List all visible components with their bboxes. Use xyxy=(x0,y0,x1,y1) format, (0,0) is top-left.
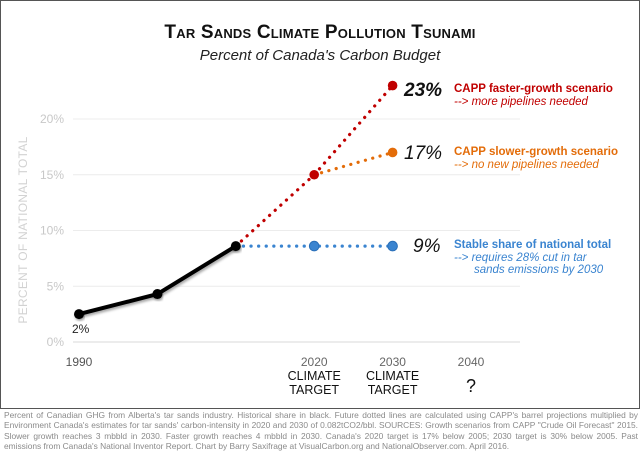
x-axis-ticks: 1990 2020CLIMATETARGET2030CLIMATETARGET20… xyxy=(66,355,485,397)
series-line-capp-slower-growth-scenario xyxy=(312,150,395,177)
x-tick-sublabel: TARGET xyxy=(368,383,418,397)
x-tick-label: 1990 xyxy=(66,355,93,369)
data-point-historical xyxy=(152,289,163,300)
x-tick-sublabel: CLIMATE xyxy=(288,369,341,383)
data-point-capp-faster-growth-scenario xyxy=(309,169,320,180)
scenario-note: sands emissions by 2030 xyxy=(474,264,604,276)
data-point-stable-share-of-national-total xyxy=(308,240,320,252)
series-line-historical xyxy=(77,244,238,317)
x-tick-sublabel: ? xyxy=(466,376,476,396)
series: 2% xyxy=(72,80,398,336)
chart-title: Tar Sands Climate Pollution Tsunami xyxy=(164,22,476,43)
scenario-label: CAPP slower-growth scenario xyxy=(454,146,618,158)
y-axis-ticks: 0% 5% 10% 15% 20% xyxy=(40,112,64,349)
series-line-capp-faster-growth-scenario xyxy=(234,84,395,248)
end-value-label: 23% xyxy=(403,80,442,101)
x-tick-label: 2040 xyxy=(458,355,485,369)
scenario-label: Stable share of national total xyxy=(454,239,611,251)
y-tick-label: 5% xyxy=(47,279,65,293)
x-tick-sublabel: TARGET xyxy=(289,383,339,397)
x-tick-label: 2030 xyxy=(379,355,406,369)
scenario-label: CAPP faster-growth scenario xyxy=(454,83,613,95)
x-tick-label: 2020 xyxy=(301,355,328,369)
y-tick-label: 15% xyxy=(40,168,64,182)
data-point-stable-share-of-national-total xyxy=(387,240,398,252)
data-point-capp-faster-growth-scenario xyxy=(387,80,398,91)
point-label: 2% xyxy=(72,322,90,336)
grid-lines xyxy=(73,118,520,343)
scenario-note: --> no new pipelines needed xyxy=(454,159,599,171)
end-value-label: 17% xyxy=(404,143,442,164)
scenario-note: --> more pipelines needed xyxy=(454,96,589,108)
scenario-note: --> requires 28% cut in tar xyxy=(454,252,588,264)
chart-frame xyxy=(0,0,640,409)
data-point-historical xyxy=(230,241,241,252)
y-axis-label: PERCENT OF NATIONAL TOTAL xyxy=(16,136,30,323)
data-point-historical xyxy=(74,309,84,320)
chart-footnote: Percent of Canadian GHG from Alberta's t… xyxy=(4,410,638,452)
x-tick-sublabel: CLIMATE xyxy=(366,369,419,383)
annotations: 23% CAPP faster-growth scenario--> more p… xyxy=(403,80,618,276)
y-tick-label: 10% xyxy=(40,224,64,238)
chart-plot: 0%5%10%15%20% 1990 2020CLIMATETARGET2030C… xyxy=(16,80,618,397)
y-tick-label: 20% xyxy=(40,112,64,126)
chart-subtitle: Percent of Canada's Carbon Budget xyxy=(199,47,441,64)
y-tick-label: 0% xyxy=(47,335,65,349)
end-value-label: 9% xyxy=(413,236,441,257)
data-point-capp-slower-growth-scenario xyxy=(387,147,398,158)
